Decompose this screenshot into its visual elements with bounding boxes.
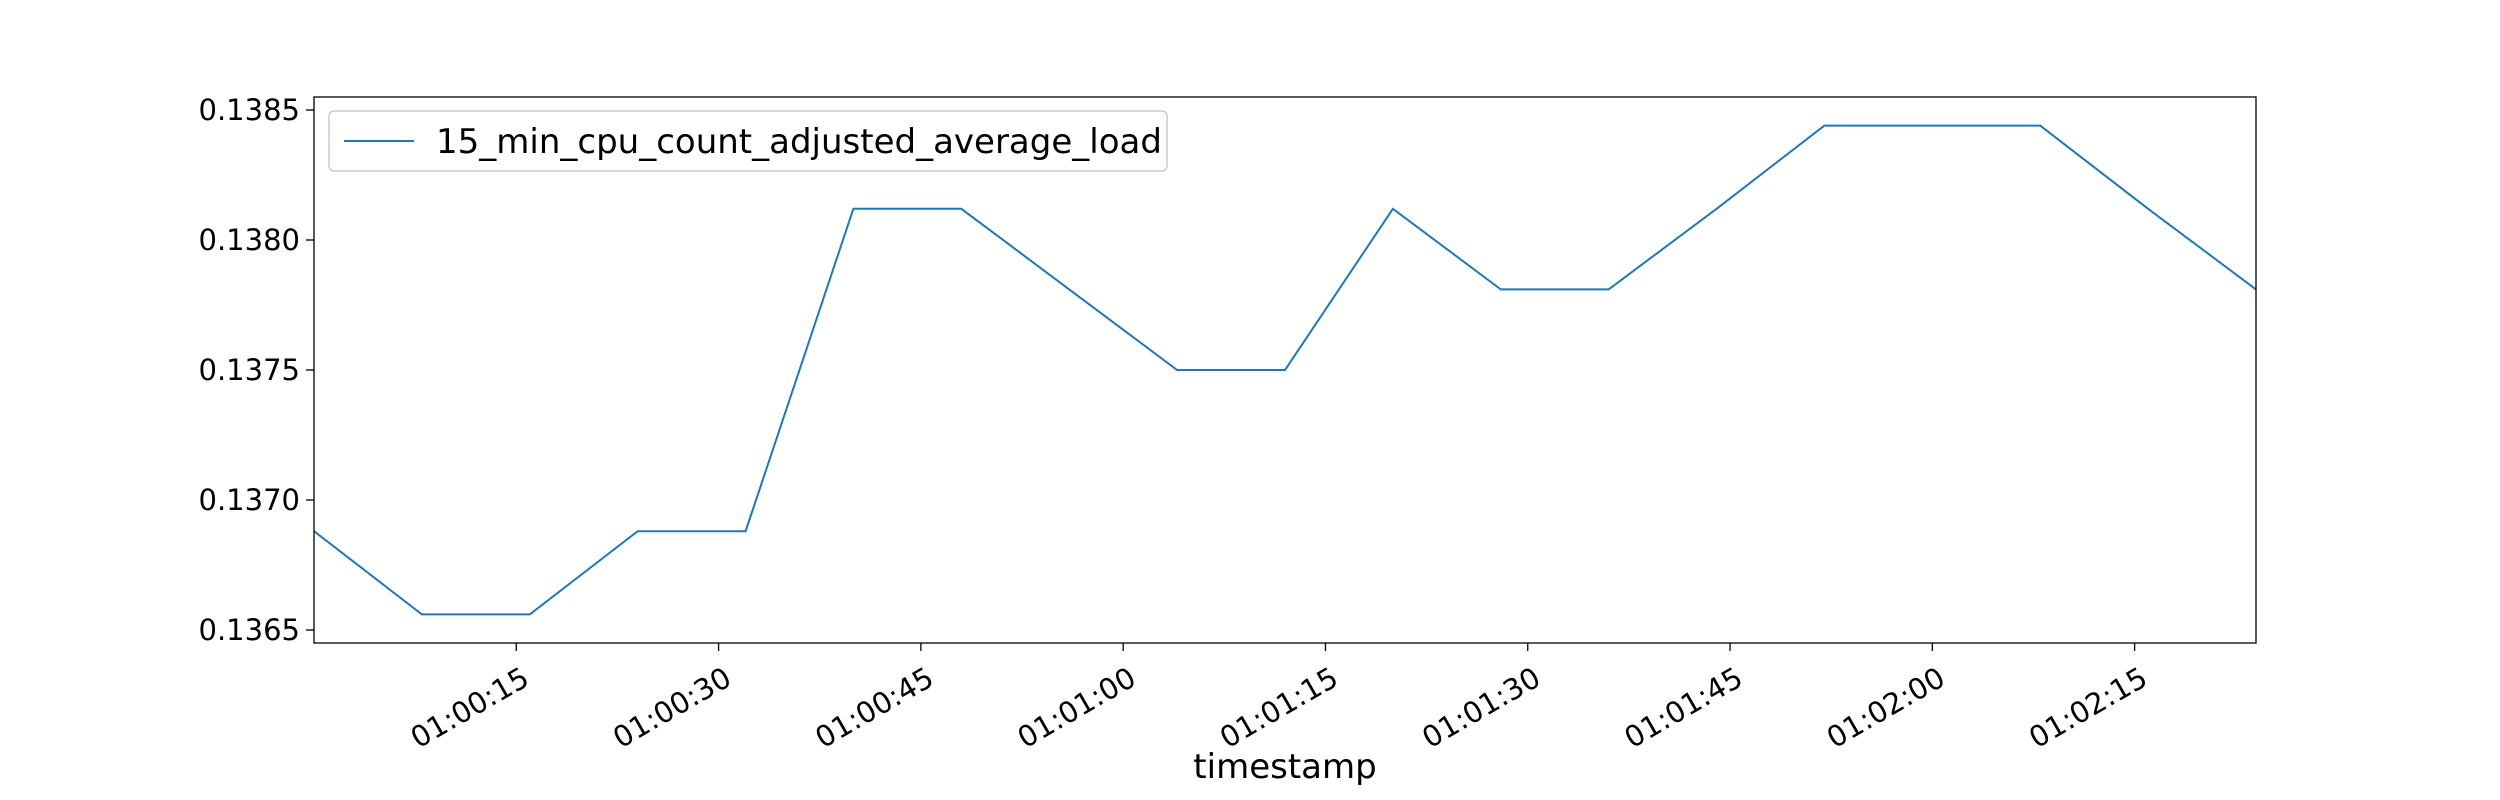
x-axis-title: timestamp bbox=[1193, 747, 1376, 787]
y-tick-label: 0.1380 bbox=[199, 223, 300, 257]
legend-box bbox=[328, 110, 1168, 172]
x-tick-label: 01:01:45 bbox=[1619, 660, 1749, 755]
y-tick-label: 0.1375 bbox=[199, 353, 300, 387]
series-line bbox=[313, 124, 2257, 616]
x-tick-label: 01:00:30 bbox=[607, 660, 737, 755]
y-tick-label: 0.1370 bbox=[199, 483, 300, 517]
x-tick-label: 01:01:15 bbox=[1214, 660, 1344, 755]
legend: 15_min_cpu_count_adjusted_average_load bbox=[328, 110, 1168, 172]
legend-label: 15_min_cpu_count_adjusted_average_load bbox=[436, 122, 1162, 162]
x-tick-label: 01:01:00 bbox=[1012, 660, 1142, 755]
x-tick-label: 01:00:45 bbox=[809, 660, 939, 755]
x-tick-label: 01:01:30 bbox=[1416, 660, 1546, 755]
axis-ticks: 0.1365 0.1370 0.1375 0.1380 0.1385 01:00:15 01… bbox=[199, 93, 2153, 755]
y-tick-label: 0.1365 bbox=[199, 613, 300, 647]
x-tick-label: 01:02:15 bbox=[2023, 660, 2153, 755]
plot-area-frame bbox=[313, 96, 2257, 644]
x-tick-label: 01:02:00 bbox=[1821, 660, 1951, 755]
x-tick-label: 01:00:15 bbox=[405, 660, 535, 755]
y-tick-label: 0.1385 bbox=[199, 93, 300, 127]
